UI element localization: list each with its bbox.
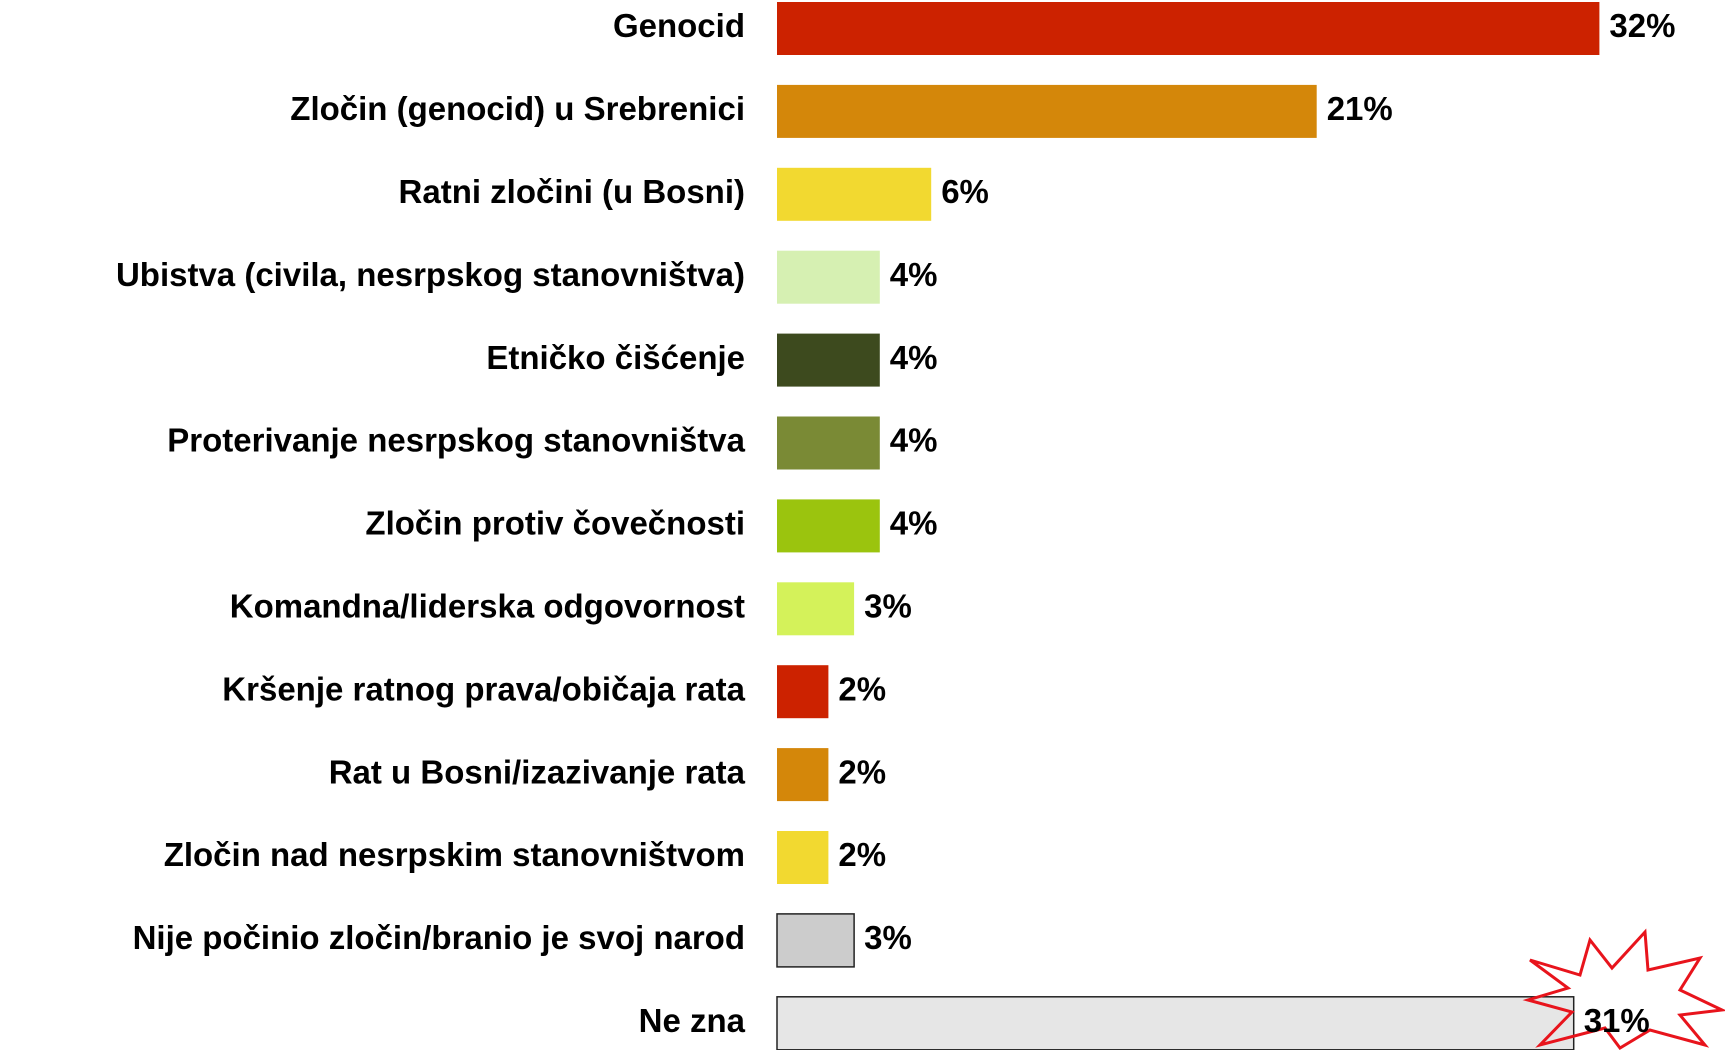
value-label: 31% (1584, 1002, 1650, 1039)
value-label: 4% (890, 505, 938, 542)
category-label: Ubistva (civila, nesrpskog stanovništva) (116, 256, 745, 293)
category-label: Rat u Bosni/izazivanje rata (329, 753, 746, 790)
value-label: 2% (838, 836, 886, 873)
bar (777, 831, 829, 884)
bar (777, 748, 829, 802)
category-label: Kršenje ratnog prava/običaja rata (222, 670, 745, 707)
category-label: Komandna/liderska odgovornost (230, 588, 745, 625)
value-label: 2% (838, 670, 886, 707)
bar (777, 499, 880, 553)
bar (777, 665, 829, 719)
value-label: 4% (890, 422, 938, 459)
category-label: Zločin protiv čovečnosti (365, 505, 745, 542)
category-label: Zločin (genocid) u Srebrenici (290, 90, 745, 127)
value-label: 21% (1327, 90, 1393, 127)
category-label: Zločin nad nesrpskim stanovništvom (164, 836, 745, 873)
bar (777, 582, 855, 636)
value-label: 6% (941, 173, 989, 210)
category-label: Ratni zločini (u Bosni) (399, 173, 745, 210)
category-label: Nije počinio zločin/branio je svoj narod (133, 919, 745, 956)
category-label: Ne zna (639, 1002, 746, 1039)
value-label: 3% (864, 588, 912, 625)
starburst (1522, 928, 1725, 1050)
value-label: 3% (864, 919, 912, 956)
bar (776, 996, 1575, 1050)
bar (777, 416, 880, 470)
bar (777, 333, 880, 387)
bar (777, 167, 932, 221)
value-label: 32% (1609, 7, 1675, 44)
category-label: Etničko čišćenje (486, 339, 745, 376)
bar (776, 913, 855, 968)
bar (777, 250, 880, 304)
category-label: Genocid (613, 7, 745, 44)
value-label: 4% (890, 339, 938, 376)
bar (777, 2, 1600, 55)
category-label: Proterivanje nesrpskog stanovništva (167, 422, 745, 459)
value-label: 4% (890, 256, 938, 293)
value-label: 2% (838, 753, 886, 790)
bar (777, 84, 1317, 138)
